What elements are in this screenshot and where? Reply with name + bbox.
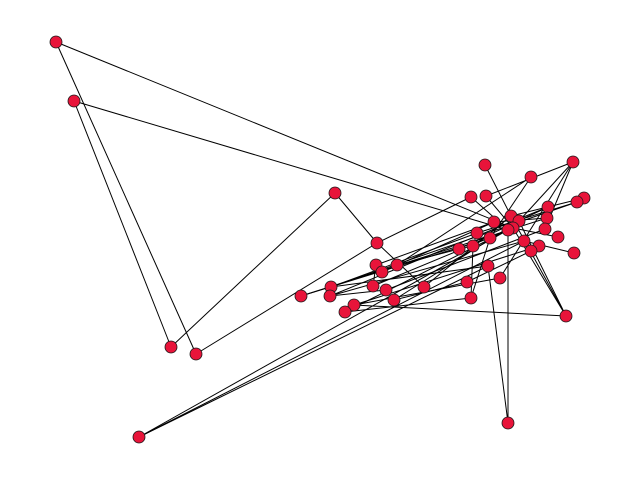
graph-edge bbox=[518, 161, 574, 222]
graph-node bbox=[470, 226, 484, 240]
graph-node bbox=[338, 305, 352, 319]
graph-node bbox=[464, 190, 478, 204]
graph-edge bbox=[487, 265, 509, 424]
graph-node bbox=[559, 309, 573, 323]
graph-edge bbox=[523, 240, 575, 254]
graph-node bbox=[370, 236, 384, 250]
graph-node bbox=[483, 231, 497, 245]
graph-node bbox=[323, 289, 337, 303]
graph-node bbox=[390, 258, 404, 272]
graph-edge bbox=[330, 201, 578, 288]
graph-edge bbox=[329, 240, 525, 297]
graph-node bbox=[538, 222, 552, 236]
graph-edge bbox=[396, 248, 460, 266]
graph-edge bbox=[334, 192, 378, 244]
graph-edge bbox=[484, 164, 512, 217]
graph-node bbox=[540, 211, 554, 225]
graph-edge bbox=[55, 41, 197, 355]
graph-node bbox=[375, 265, 389, 279]
graph-edge bbox=[55, 41, 514, 229]
graph-node bbox=[481, 259, 495, 273]
graph-node bbox=[487, 215, 501, 229]
graph-node bbox=[366, 279, 380, 293]
graph-edge bbox=[138, 229, 509, 438]
graph-node bbox=[379, 283, 393, 297]
graph-node bbox=[452, 242, 466, 256]
graph-edge bbox=[330, 265, 489, 288]
graph-edge bbox=[330, 232, 478, 288]
graph-node bbox=[464, 291, 478, 305]
graph-node bbox=[551, 230, 565, 244]
graph-node bbox=[493, 271, 507, 285]
graph-node bbox=[417, 280, 431, 294]
graph-edge bbox=[344, 229, 509, 313]
graph-nodes bbox=[49, 35, 591, 444]
graph-edge bbox=[396, 176, 532, 266]
graph-edge bbox=[138, 240, 525, 438]
graph-node bbox=[524, 244, 538, 258]
graph-edge bbox=[472, 215, 512, 247]
graph-edges bbox=[55, 41, 585, 438]
graph-node bbox=[347, 298, 361, 312]
graph-edge bbox=[470, 196, 509, 231]
graph-node bbox=[524, 170, 538, 184]
graph-node bbox=[294, 289, 308, 303]
graph-edge bbox=[512, 227, 559, 238]
graph-node bbox=[566, 155, 580, 169]
graph-edge bbox=[170, 192, 336, 348]
graph-node bbox=[479, 189, 493, 203]
graph-edge bbox=[195, 242, 378, 355]
graph-node bbox=[567, 246, 581, 260]
graph-node bbox=[466, 239, 480, 253]
graph-edge bbox=[73, 100, 509, 231]
graph-edge bbox=[138, 265, 489, 438]
graph-node bbox=[501, 223, 515, 237]
graph-node bbox=[387, 293, 401, 307]
graph-node bbox=[164, 340, 178, 354]
graph-edge bbox=[393, 281, 468, 301]
graph-node bbox=[517, 234, 531, 248]
graph-edge bbox=[73, 100, 172, 348]
graph-node bbox=[132, 430, 146, 444]
graph-node bbox=[541, 200, 555, 214]
graph-node bbox=[328, 186, 342, 200]
graph-node bbox=[49, 35, 63, 49]
graph-node bbox=[460, 275, 474, 289]
graph-edge bbox=[470, 237, 491, 299]
graph-node bbox=[67, 94, 81, 108]
graph-edge bbox=[499, 161, 574, 279]
graph-edge bbox=[470, 245, 474, 299]
graph-edge bbox=[344, 297, 472, 313]
graph-node bbox=[189, 347, 203, 361]
graph-edge bbox=[376, 196, 472, 244]
graph-node bbox=[570, 195, 584, 209]
graph-node bbox=[501, 416, 515, 430]
graph-edge bbox=[510, 215, 567, 317]
graph-node bbox=[478, 158, 492, 172]
